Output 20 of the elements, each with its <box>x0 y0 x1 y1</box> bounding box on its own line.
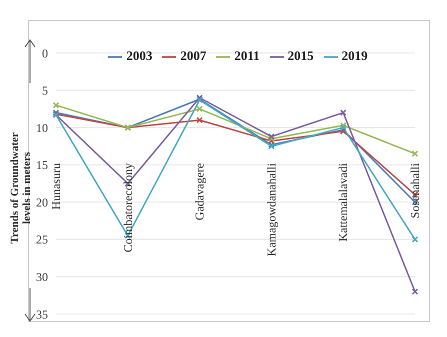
x-tick-label: Hunasuru <box>49 163 63 210</box>
legend-label: 2007 <box>180 48 206 63</box>
legend-label: 2019 <box>342 48 368 63</box>
y-tick-label: 10 <box>36 120 48 135</box>
x-tick-label: Kamagowdanahalli <box>264 162 278 256</box>
y-tick-label: 25 <box>36 232 48 247</box>
y-tick-label: 30 <box>36 270 48 284</box>
y-tick-label: 0 <box>42 46 48 60</box>
y-axis-title: Trends of Groundwater levels in meters <box>9 132 33 244</box>
legend-label: 2015 <box>288 48 314 63</box>
x-tick-label: Sosenahalli <box>408 162 422 218</box>
legend-label: 2011 <box>234 48 260 63</box>
y-tick-label: 20 <box>36 195 48 210</box>
legend-label: 2003 <box>126 48 152 63</box>
x-tick-label: Coimbatorecolony <box>120 163 135 252</box>
y-tick-label: 35 <box>36 307 48 322</box>
x-tick-label: Gadavagere <box>192 163 207 220</box>
x-tick-label: Kattemalalavadi <box>336 162 350 242</box>
y-tick-label: 15 <box>36 158 48 172</box>
y-tick-label: 5 <box>42 84 48 98</box>
